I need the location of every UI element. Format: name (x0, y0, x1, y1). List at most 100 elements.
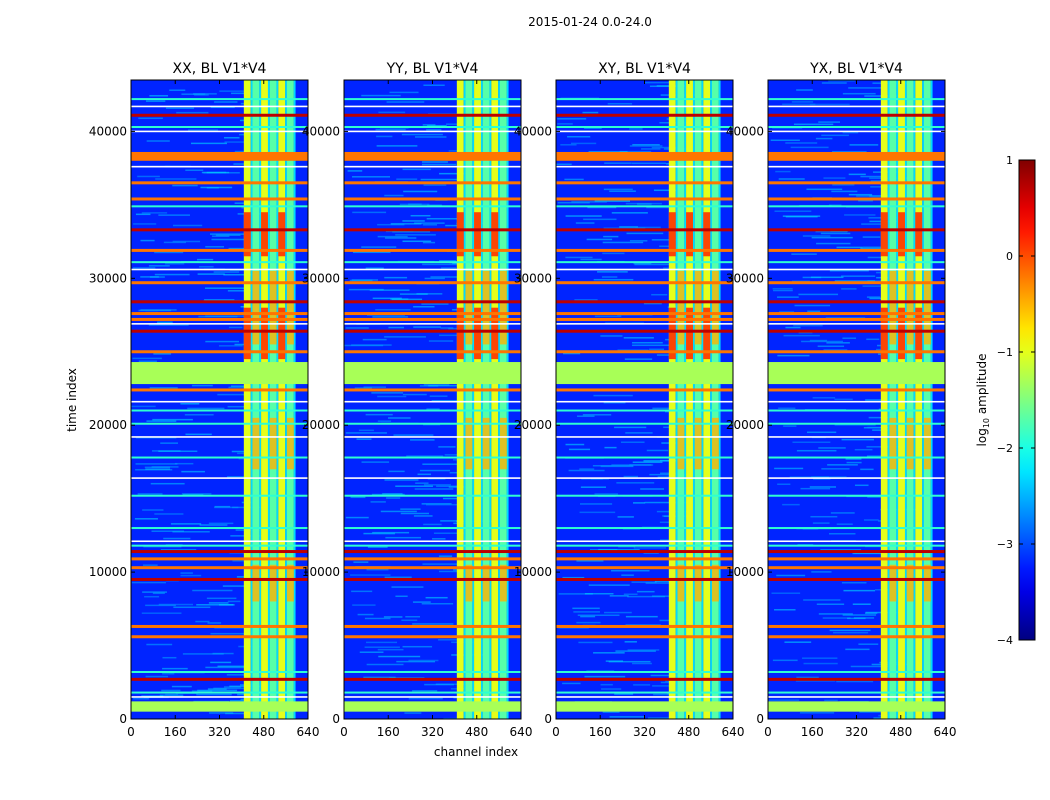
noise-streak (820, 232, 851, 235)
noise-streak (439, 570, 472, 573)
noise-streak (562, 576, 585, 579)
flag-line-high (344, 557, 521, 561)
flag-line-mid (344, 126, 521, 129)
flag-line-high (131, 329, 308, 333)
noise-streak (174, 462, 194, 465)
noise-streak (372, 531, 410, 534)
signal-warm-block (499, 270, 507, 345)
flag-line-high (556, 635, 733, 639)
flag-line-mid (131, 456, 308, 459)
noise-streak (578, 641, 613, 644)
noise-streak (570, 142, 597, 145)
noise-streak (573, 611, 600, 613)
noise-streak (846, 461, 862, 464)
noise-streak (415, 136, 447, 138)
noise-streak (587, 206, 617, 209)
noise-streak (810, 276, 844, 279)
noise-streak (866, 296, 881, 298)
noise-streak (352, 211, 387, 214)
flag-line-high (556, 388, 733, 392)
noise-streak (227, 405, 254, 408)
flag-line-mid (768, 691, 945, 694)
noise-streak (852, 552, 885, 555)
noise-streak (205, 340, 239, 343)
flag-line-high (768, 550, 945, 554)
flag-line-high (556, 329, 733, 333)
signal-hot-block (456, 212, 464, 257)
signal-warm-block (694, 417, 702, 470)
flag-line-mid (768, 205, 945, 208)
noise-streak (427, 124, 447, 127)
flag-line-high (344, 388, 521, 392)
flag-line-mid (344, 494, 521, 497)
signal-gap (480, 80, 483, 719)
noise-streak (389, 91, 419, 94)
flag-line-high (344, 635, 521, 639)
noise-streak (181, 493, 212, 495)
noise-streak (796, 89, 813, 91)
noise-streak (370, 501, 386, 503)
noise-streak (388, 417, 411, 419)
noise-streak (388, 326, 404, 329)
flag-line-white (131, 436, 308, 438)
signal-stripe (711, 80, 719, 719)
noise-streak (598, 548, 640, 551)
noise-streak (404, 712, 422, 714)
noise-streak (426, 129, 442, 131)
noise-streak (652, 407, 673, 410)
flag-line-high (344, 624, 521, 628)
flag-line-high (344, 350, 521, 354)
signal-warm-block (906, 417, 914, 470)
noise-streak (172, 240, 201, 243)
signal-gap (506, 80, 509, 719)
noise-streak (791, 101, 814, 103)
noise-streak (413, 306, 435, 308)
noise-streak (348, 288, 384, 291)
signal-hot-block (474, 307, 481, 360)
noise-streak (352, 251, 391, 254)
noise-streak (227, 290, 255, 292)
noise-streak (412, 690, 438, 692)
noise-streak (768, 699, 800, 701)
noise-streak (138, 309, 172, 312)
noise-streak (812, 397, 836, 399)
noise-streak (809, 486, 836, 488)
noise-streak (604, 446, 617, 449)
signal-gap (267, 80, 270, 719)
signal-warm-block (499, 417, 507, 470)
figure-title: 2015-01-24 0.0-24.0 (528, 15, 652, 29)
noise-streak (358, 429, 374, 432)
signal-warm-block (694, 270, 702, 345)
flag-block (768, 362, 945, 385)
flag-line-white (131, 105, 308, 108)
noise-streak (586, 238, 613, 241)
flag-line-mid (556, 126, 733, 129)
noise-streak (224, 136, 240, 139)
noise-streak (588, 151, 628, 153)
noise-streak (422, 224, 438, 226)
flag-block (131, 701, 308, 712)
noise-streak (345, 432, 387, 434)
noise-streak (414, 488, 454, 490)
noise-streak (350, 496, 366, 499)
signal-hot-block (261, 307, 268, 360)
noise-streak (841, 275, 876, 277)
noise-streak (172, 224, 203, 227)
noise-streak (400, 508, 421, 510)
panel-title: YX, BL V1*V4 (809, 61, 903, 77)
flag-line-white (131, 165, 308, 168)
noise-streak (609, 595, 629, 597)
flag-line-white (556, 105, 733, 108)
signal-stripe (668, 80, 676, 719)
noise-streak (782, 503, 800, 506)
signal-gap (276, 80, 279, 719)
flag-line-white (344, 436, 521, 438)
noise-streak (565, 256, 593, 259)
signal-stripe (694, 80, 702, 719)
noise-streak (784, 641, 812, 643)
y-tick-label: 30000 (302, 271, 340, 285)
flag-line-high (131, 317, 308, 321)
noise-streak (836, 523, 853, 525)
noise-streak (396, 178, 418, 180)
noise-streak (636, 590, 655, 593)
